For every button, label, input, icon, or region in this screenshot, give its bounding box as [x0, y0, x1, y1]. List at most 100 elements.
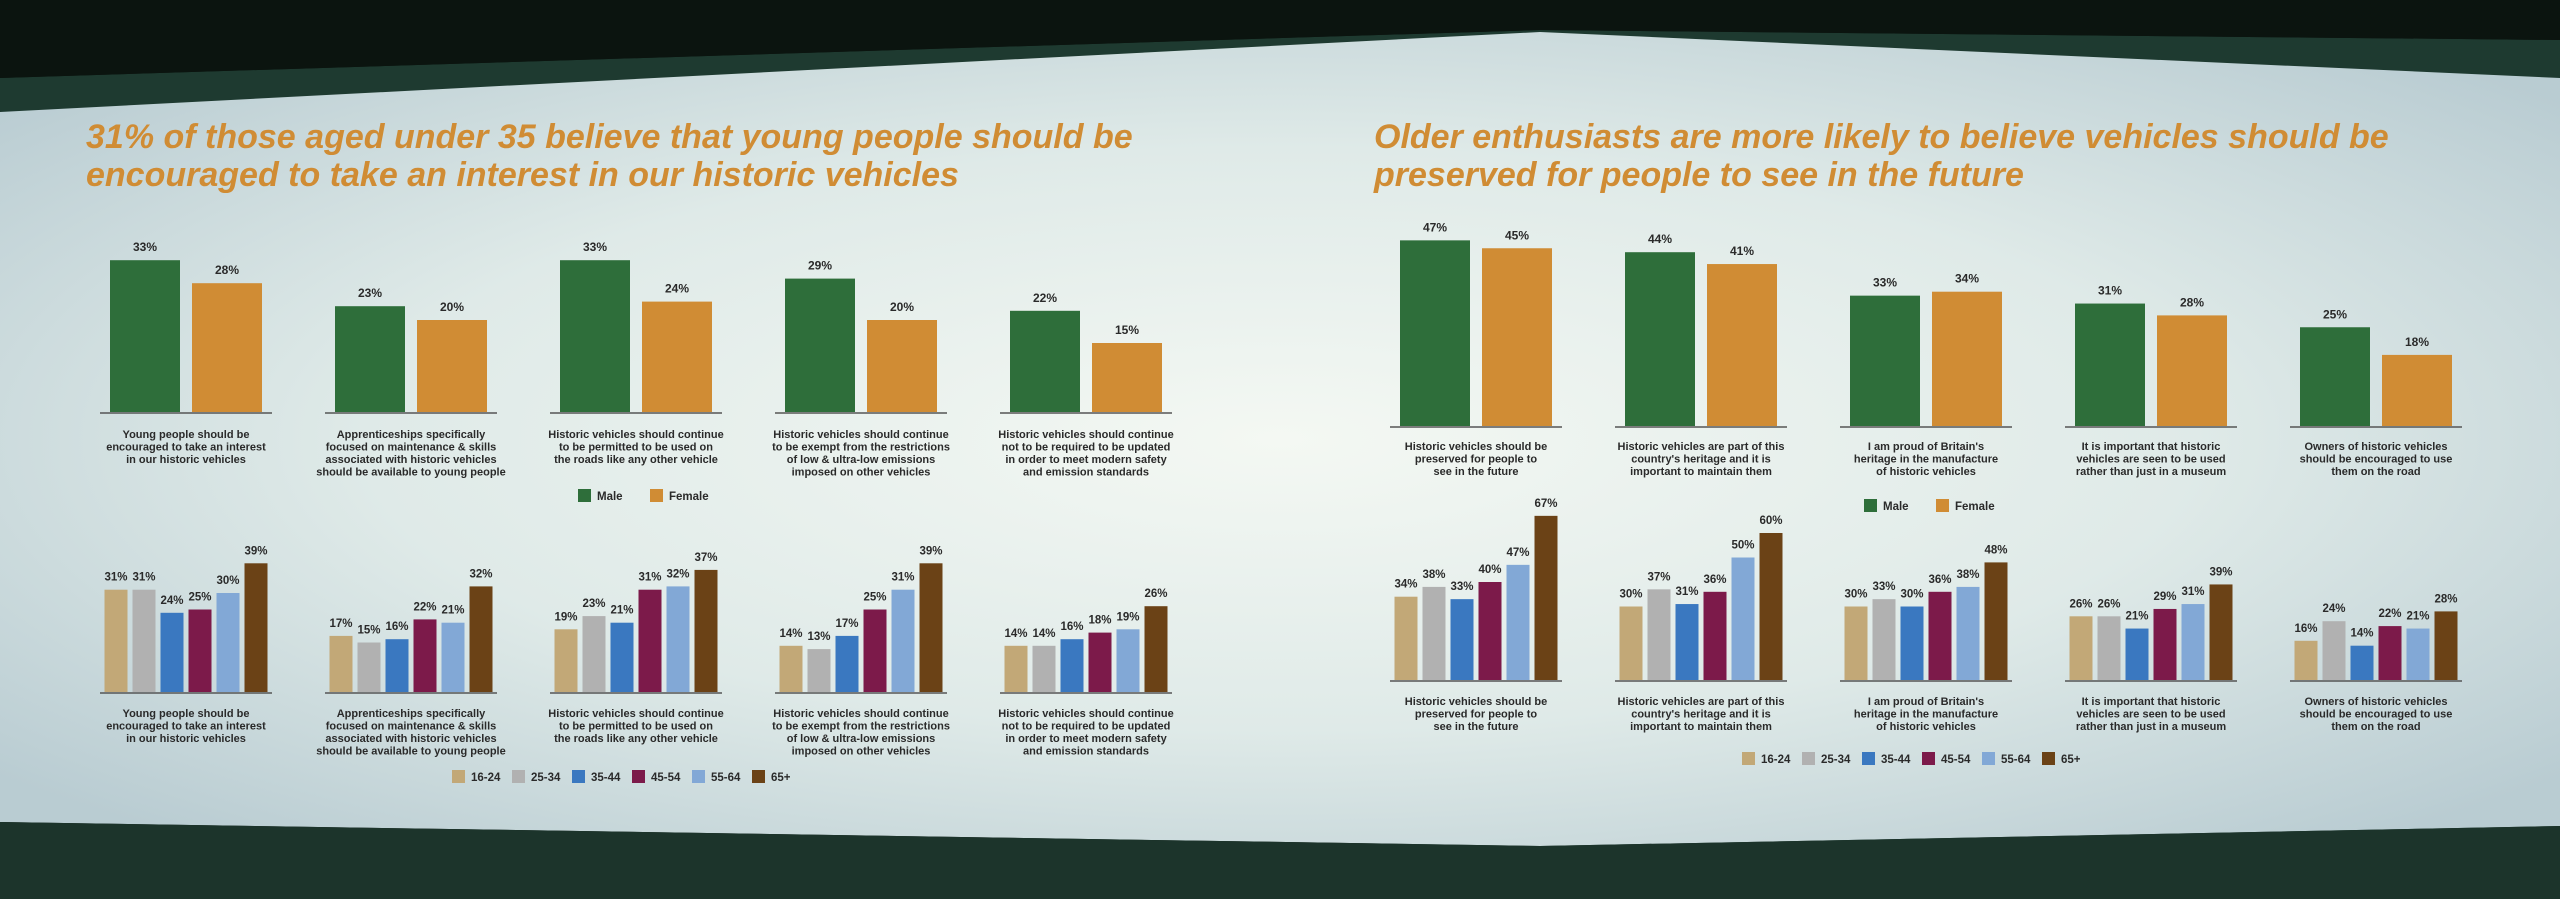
- chart-left-age-5: 14% 14% 16% 18% 19% 26% Historic vehicles shou…: [998, 588, 1173, 757]
- data-label: 18%: [1088, 615, 1111, 627]
- chart-left-gender-5: 22% 15% Historic vehicles should continuen…: [998, 291, 1173, 479]
- data-label: 14%: [1004, 628, 1027, 640]
- chart-right-gender-5: 25% 18% Owners of historic vehiclesshould …: [2290, 307, 2462, 478]
- data-label: 21%: [2406, 611, 2429, 623]
- bar-female: [1932, 291, 2002, 426]
- data-label: 20%: [440, 300, 464, 314]
- bar-caption: important to maintain them: [1630, 466, 1772, 478]
- data-label: 26%: [2069, 598, 2092, 610]
- bar-caption: important to maintain them: [1630, 721, 1772, 733]
- chart-left-age-4: 14% 13% 17% 25% 31% 39% Historic vehicles shou…: [772, 545, 950, 757]
- data-label: 23%: [582, 598, 605, 610]
- data-label: 15%: [1115, 323, 1139, 337]
- bar-35-44: [2125, 628, 2149, 680]
- bar-caption: see in the future: [1434, 721, 1519, 733]
- data-label: 16%: [385, 621, 408, 633]
- bar-caption: in our historic vehicles: [126, 454, 246, 466]
- bar-45-54: [1478, 582, 1502, 680]
- chart-right-age-5: 16% 24% 14% 22% 21% 28% Owners of historic veh…: [2290, 593, 2462, 733]
- data-label: 30%: [1844, 589, 1867, 601]
- data-label: 50%: [1731, 540, 1754, 552]
- bar-caption: of historic vehicles: [1876, 721, 1976, 733]
- bar-caption: Apprenticeships specifically: [337, 429, 486, 441]
- data-label: 31%: [638, 572, 661, 584]
- bar-male: [785, 278, 855, 412]
- bar-55-64: [1956, 586, 1980, 680]
- bar-caption: of historic vehicles: [1876, 466, 1976, 478]
- bar-caption: country's heritage and it is: [1631, 454, 1771, 466]
- data-label: 28%: [2180, 295, 2204, 309]
- bar-65plus: [1144, 606, 1168, 692]
- bar-caption: Historic vehicles should be: [1405, 441, 1547, 453]
- bar-caption: preserved for people to: [1415, 709, 1538, 721]
- legend-age-left: 16-24 25-34 35-44 45-54 55-64 65+: [452, 770, 791, 784]
- bar-caption: Historic vehicles should continue: [548, 429, 723, 441]
- bar-55-64: [1731, 557, 1755, 680]
- bar-caption: not to be required to be updated: [1002, 442, 1171, 454]
- bar-caption: imposed on other vehicles: [792, 467, 931, 479]
- data-label: 19%: [554, 611, 577, 623]
- bar-caption: see in the future: [1434, 466, 1519, 478]
- data-label: 28%: [215, 263, 239, 277]
- bar-female: [867, 320, 937, 412]
- data-label: 67%: [1534, 498, 1557, 510]
- data-label: 14%: [779, 628, 802, 640]
- legend-label: 25-34: [1821, 754, 1851, 766]
- bar-caption: It is important that historic: [2082, 696, 2221, 708]
- bar-65plus: [1534, 515, 1558, 680]
- legend-age-right: 16-24 25-34 35-44 45-54 55-64 65+: [1742, 752, 2081, 766]
- legend-swatch: [1742, 752, 1755, 765]
- data-label: 29%: [2153, 591, 2176, 603]
- bar-caption: Young people should be: [123, 708, 250, 720]
- bar-caption: encouraged to take an interest: [106, 442, 266, 454]
- legend-label: 16-24: [1761, 754, 1791, 766]
- bar-caption: focused on maintenance & skills: [326, 721, 497, 733]
- legend-swatch: [1922, 752, 1935, 765]
- bar-male: [110, 260, 180, 412]
- bar-45-54: [1088, 632, 1112, 692]
- legend-label: 45-54: [1941, 754, 1971, 766]
- data-label: 31%: [891, 572, 914, 584]
- bar-16-24: [1394, 596, 1418, 680]
- data-label: 22%: [413, 601, 436, 613]
- title-left: 31% of those aged under 35 believe that …: [86, 118, 1133, 194]
- bar-caption: should be encouraged to use: [2300, 454, 2453, 466]
- bar-55-64: [2406, 628, 2430, 680]
- bar-male: [1850, 295, 1920, 426]
- bar-caption: to be permitted to be used on: [559, 442, 713, 454]
- bar-65plus: [2209, 584, 2233, 680]
- legend-label: 65+: [2061, 754, 2081, 766]
- bar-35-44: [160, 612, 184, 692]
- bar-caption: in order to meet modern safety: [1005, 454, 1167, 466]
- chart-right-gender-2: 44% 41% Historic vehicles are part of this…: [1615, 232, 1787, 478]
- bar-65plus: [1984, 562, 2008, 680]
- bar-female: [417, 320, 487, 412]
- bar-45-54: [413, 619, 437, 692]
- bar-caption: them on the road: [2331, 466, 2420, 478]
- bar-caption: imposed on other vehicles: [792, 746, 931, 758]
- bar-55-64: [2181, 604, 2205, 680]
- bar-25-34: [357, 642, 381, 692]
- legend-label: 45-54: [651, 772, 681, 784]
- bar-16-24: [329, 635, 353, 692]
- bar-16-24: [1004, 645, 1028, 692]
- data-label: 45%: [1505, 228, 1529, 242]
- bar-male: [1400, 240, 1470, 426]
- bar-caption: Historic vehicles are part of this: [1618, 441, 1785, 453]
- data-label: 33%: [583, 240, 607, 254]
- data-label: 14%: [2350, 628, 2373, 640]
- bar-55-64: [441, 622, 465, 692]
- bar-35-44: [1900, 606, 1924, 680]
- legend-swatch: [452, 770, 465, 783]
- legend-swatch: [578, 489, 591, 502]
- bar-caption: should be available to young people: [316, 467, 505, 479]
- bar-caption: Historic vehicles should continue: [998, 708, 1173, 720]
- chart-right-gender-4: 31% 28% It is important that historicvehic…: [2065, 284, 2237, 478]
- data-label: 13%: [807, 631, 830, 643]
- chart-left-gender-2: 23% 20% Apprenticeships specificallyfocuse…: [316, 286, 505, 478]
- data-label: 31%: [2098, 284, 2122, 298]
- bar-male: [2075, 303, 2145, 426]
- bar-caption: I am proud of Britain's: [1868, 696, 1984, 708]
- legend-swatch: [1802, 752, 1815, 765]
- data-label: 21%: [2125, 611, 2148, 623]
